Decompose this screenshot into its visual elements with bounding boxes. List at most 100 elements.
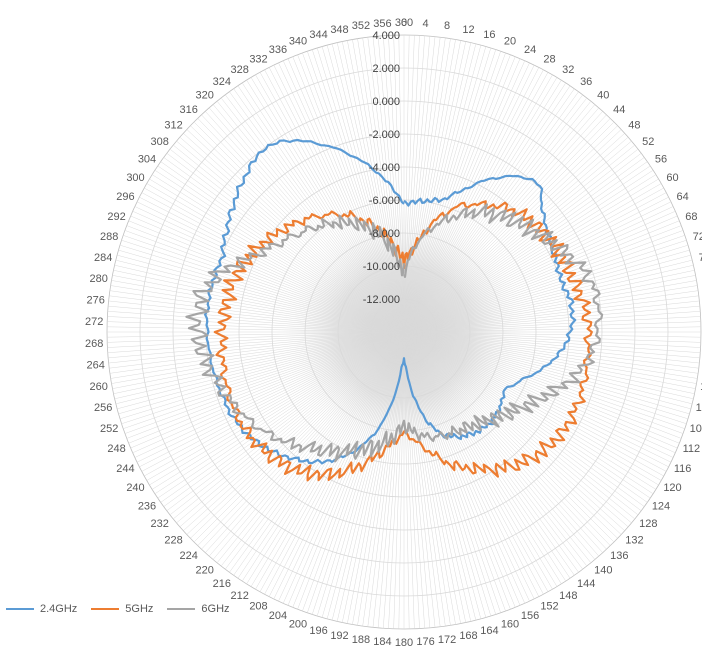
grid-spoke xyxy=(268,331,405,597)
grid-spoke xyxy=(403,153,642,333)
grid-spoke xyxy=(403,121,615,333)
grid-spoke xyxy=(326,331,405,619)
angle-tick-label: 132 xyxy=(625,534,643,546)
grid-spoke xyxy=(326,45,405,333)
grid-spoke xyxy=(403,38,451,333)
grid-spoke xyxy=(403,331,632,524)
grid-spoke xyxy=(403,331,492,617)
angle-tick-label: 136 xyxy=(610,550,628,562)
angle-tick-label: 268 xyxy=(85,338,103,350)
grid-spoke xyxy=(117,331,405,410)
angle-tick-label: 36 xyxy=(580,76,592,88)
grid-spoke xyxy=(193,331,405,543)
grid-spoke xyxy=(403,45,482,333)
grid-spoke xyxy=(403,331,425,629)
grid-spoke xyxy=(403,331,687,425)
grid-spoke xyxy=(403,331,420,629)
grid-spoke xyxy=(128,220,405,333)
angle-tick-label: 216 xyxy=(213,578,231,590)
angle-tick-label: 164 xyxy=(480,625,498,637)
grid-spoke xyxy=(362,331,405,627)
grid-spoke xyxy=(109,331,405,369)
grid-spoke xyxy=(183,133,405,333)
grid-spoke xyxy=(393,331,405,629)
grid-spoke xyxy=(268,67,405,333)
grid-spoke xyxy=(179,331,405,528)
grid-spoke xyxy=(403,331,575,576)
grid-spoke xyxy=(208,107,405,333)
grid-spoke xyxy=(118,249,405,333)
angle-tick-label: 112 xyxy=(683,443,701,455)
grid-spoke xyxy=(163,331,405,507)
grid-spoke xyxy=(403,239,687,333)
angle-tick-label: 256 xyxy=(94,402,112,414)
grid-spoke xyxy=(403,67,540,333)
angle-tick-label: 280 xyxy=(90,273,108,285)
grid-spoke xyxy=(151,174,405,333)
angle-tick-label: 104 xyxy=(696,402,702,414)
grid-spoke xyxy=(403,170,654,333)
grid-spoke xyxy=(403,331,456,625)
grid-spoke xyxy=(132,210,405,333)
angle-tick-label: 360 xyxy=(395,17,413,29)
grid-spoke xyxy=(403,331,654,494)
grid-spoke xyxy=(297,54,405,333)
angle-tick-label: 264 xyxy=(87,359,105,371)
angle-tick-label: 120 xyxy=(663,482,681,494)
grid-spoke xyxy=(403,331,701,343)
grid-spoke xyxy=(403,295,699,333)
angle-tick-label: 156 xyxy=(521,610,539,622)
grid-spoke xyxy=(403,244,689,333)
grid-spoke xyxy=(311,49,405,333)
legend-item-2-4ghz: 2.4GHz xyxy=(6,603,77,615)
angle-tick-label: 204 xyxy=(269,610,287,622)
grid-spoke xyxy=(352,39,405,333)
angle-tick-label: 220 xyxy=(196,565,214,577)
angle-tick-label: 316 xyxy=(180,104,198,116)
grid-spoke xyxy=(121,331,405,425)
angle-tick-label: 160 xyxy=(501,618,519,630)
grid-spoke xyxy=(403,140,632,333)
grid-spoke xyxy=(157,165,405,333)
grid-spoke xyxy=(208,331,405,557)
angle-tick-label: 356 xyxy=(373,18,391,30)
grid-spoke xyxy=(403,165,651,333)
grid-spoke xyxy=(126,331,405,439)
angle-tick-label: 12 xyxy=(462,24,474,36)
grid-spoke xyxy=(403,36,431,333)
grid-spoke xyxy=(173,331,405,520)
angle-tick-label: 288 xyxy=(100,231,118,243)
grid-spoke xyxy=(403,331,693,405)
grid-spoke xyxy=(403,331,700,364)
grid-spoke xyxy=(403,331,477,621)
grid-spoke xyxy=(403,331,676,454)
grid-spoke xyxy=(136,201,405,333)
grid-spoke xyxy=(273,331,405,600)
grid-spoke xyxy=(264,331,405,595)
angle-tick-label: 244 xyxy=(116,463,134,475)
grid-spoke xyxy=(372,36,405,333)
grid-spoke xyxy=(242,331,405,582)
grid-spoke xyxy=(242,82,405,333)
grid-spoke xyxy=(403,331,701,348)
polar-grid xyxy=(106,34,702,630)
grid-spoke xyxy=(403,36,436,333)
grid-spoke xyxy=(108,331,405,364)
grid-spoke xyxy=(403,331,487,618)
grid-spoke xyxy=(403,35,425,333)
angle-tick-label: 172 xyxy=(438,634,456,646)
grid-spoke xyxy=(403,46,487,333)
angle-tick-label: 108 xyxy=(690,423,702,435)
grid-spoke xyxy=(134,206,405,333)
grid-spoke xyxy=(403,35,410,333)
grid-spoke xyxy=(398,331,405,629)
axis-labels: 0481216202428323640444852566064687276808… xyxy=(85,17,702,647)
angle-tick-label: 276 xyxy=(87,295,105,307)
grid-spoke xyxy=(403,290,699,333)
grid-spoke xyxy=(160,331,405,503)
legend-item-5ghz: 5GHz xyxy=(91,603,153,615)
grid-spoke xyxy=(108,331,405,359)
grid-spoke xyxy=(190,331,405,539)
grid-spoke xyxy=(264,69,405,333)
